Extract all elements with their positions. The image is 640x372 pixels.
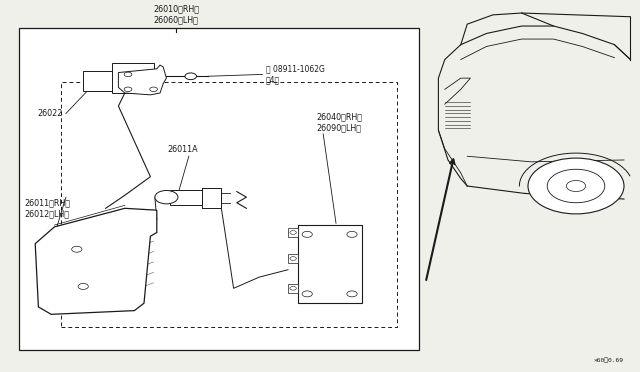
Bar: [288, 284, 298, 293]
Circle shape: [347, 291, 357, 297]
Circle shape: [290, 231, 296, 234]
Text: 26011A: 26011A: [167, 145, 198, 154]
Circle shape: [150, 87, 157, 92]
Circle shape: [528, 158, 624, 214]
Bar: [170, 190, 202, 205]
Circle shape: [347, 231, 357, 237]
Circle shape: [290, 257, 296, 260]
Text: 26022: 26022: [37, 109, 63, 118]
Text: 26040（RH）
26090（LH）: 26040（RH） 26090（LH）: [317, 113, 363, 132]
Circle shape: [124, 87, 132, 92]
Text: ×60⁩0.69: ×60⁩0.69: [594, 357, 624, 363]
Bar: [19, 28, 419, 350]
Circle shape: [302, 291, 312, 297]
Polygon shape: [118, 65, 166, 95]
Bar: [288, 228, 298, 237]
Circle shape: [78, 283, 88, 289]
Text: 26011（RH）
26012（LH）: 26011（RH） 26012（LH）: [24, 199, 70, 218]
Text: Ⓝ 08911-1062G
（4）: Ⓝ 08911-1062G （4）: [266, 65, 324, 84]
Bar: [61, 82, 397, 327]
Bar: [112, 63, 154, 93]
Circle shape: [124, 72, 132, 77]
Bar: [202, 188, 221, 208]
Bar: [298, 225, 362, 303]
Circle shape: [290, 286, 296, 290]
Circle shape: [547, 169, 605, 203]
Bar: [83, 71, 115, 91]
Circle shape: [155, 190, 178, 204]
Circle shape: [566, 180, 586, 192]
Bar: [288, 254, 298, 263]
Text: 26010（RH）
26060（LH）: 26010（RH） 26060（LH）: [153, 5, 199, 24]
Circle shape: [302, 231, 312, 237]
Circle shape: [72, 246, 82, 252]
Polygon shape: [35, 208, 157, 314]
Circle shape: [185, 73, 196, 80]
